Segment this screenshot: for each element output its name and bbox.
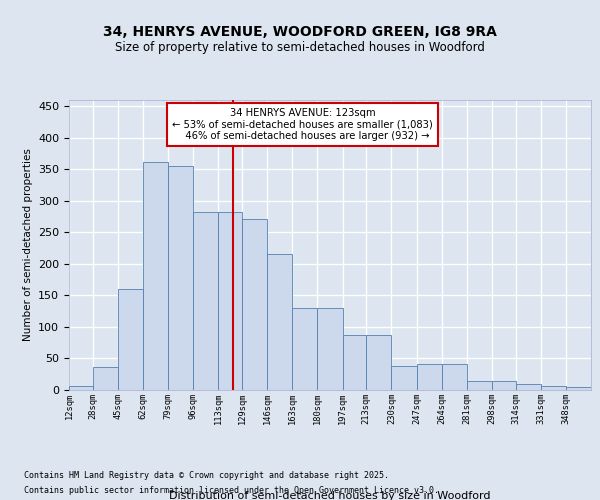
X-axis label: Distribution of semi-detached houses by size in Woodford: Distribution of semi-detached houses by … <box>169 491 491 500</box>
Bar <box>267 254 292 390</box>
Bar <box>168 166 193 390</box>
Bar <box>143 162 168 390</box>
Bar <box>467 380 492 390</box>
Bar <box>317 308 343 390</box>
Bar <box>515 384 541 390</box>
Bar <box>193 212 218 390</box>
Bar <box>92 366 118 390</box>
Text: 34, HENRYS AVENUE, WOODFORD GREEN, IG8 9RA: 34, HENRYS AVENUE, WOODFORD GREEN, IG8 9… <box>103 25 497 39</box>
Bar <box>391 366 416 390</box>
Bar <box>343 335 366 390</box>
Bar <box>566 388 591 390</box>
Bar <box>69 386 92 390</box>
Y-axis label: Number of semi-detached properties: Number of semi-detached properties <box>23 148 32 342</box>
Bar <box>416 364 442 390</box>
Text: 34 HENRYS AVENUE: 123sqm
← 53% of semi-detached houses are smaller (1,083)
   46: 34 HENRYS AVENUE: 123sqm ← 53% of semi-d… <box>172 108 433 141</box>
Bar <box>292 308 317 390</box>
Bar <box>242 218 267 390</box>
Bar <box>541 386 566 390</box>
Text: Contains HM Land Registry data © Crown copyright and database right 2025.: Contains HM Land Registry data © Crown c… <box>24 471 389 480</box>
Bar <box>218 212 242 390</box>
Bar <box>366 335 391 390</box>
Text: Size of property relative to semi-detached houses in Woodford: Size of property relative to semi-detach… <box>115 41 485 54</box>
Bar <box>492 380 515 390</box>
Bar <box>118 289 143 390</box>
Bar <box>442 364 467 390</box>
Text: Contains public sector information licensed under the Open Government Licence v3: Contains public sector information licen… <box>24 486 439 495</box>
